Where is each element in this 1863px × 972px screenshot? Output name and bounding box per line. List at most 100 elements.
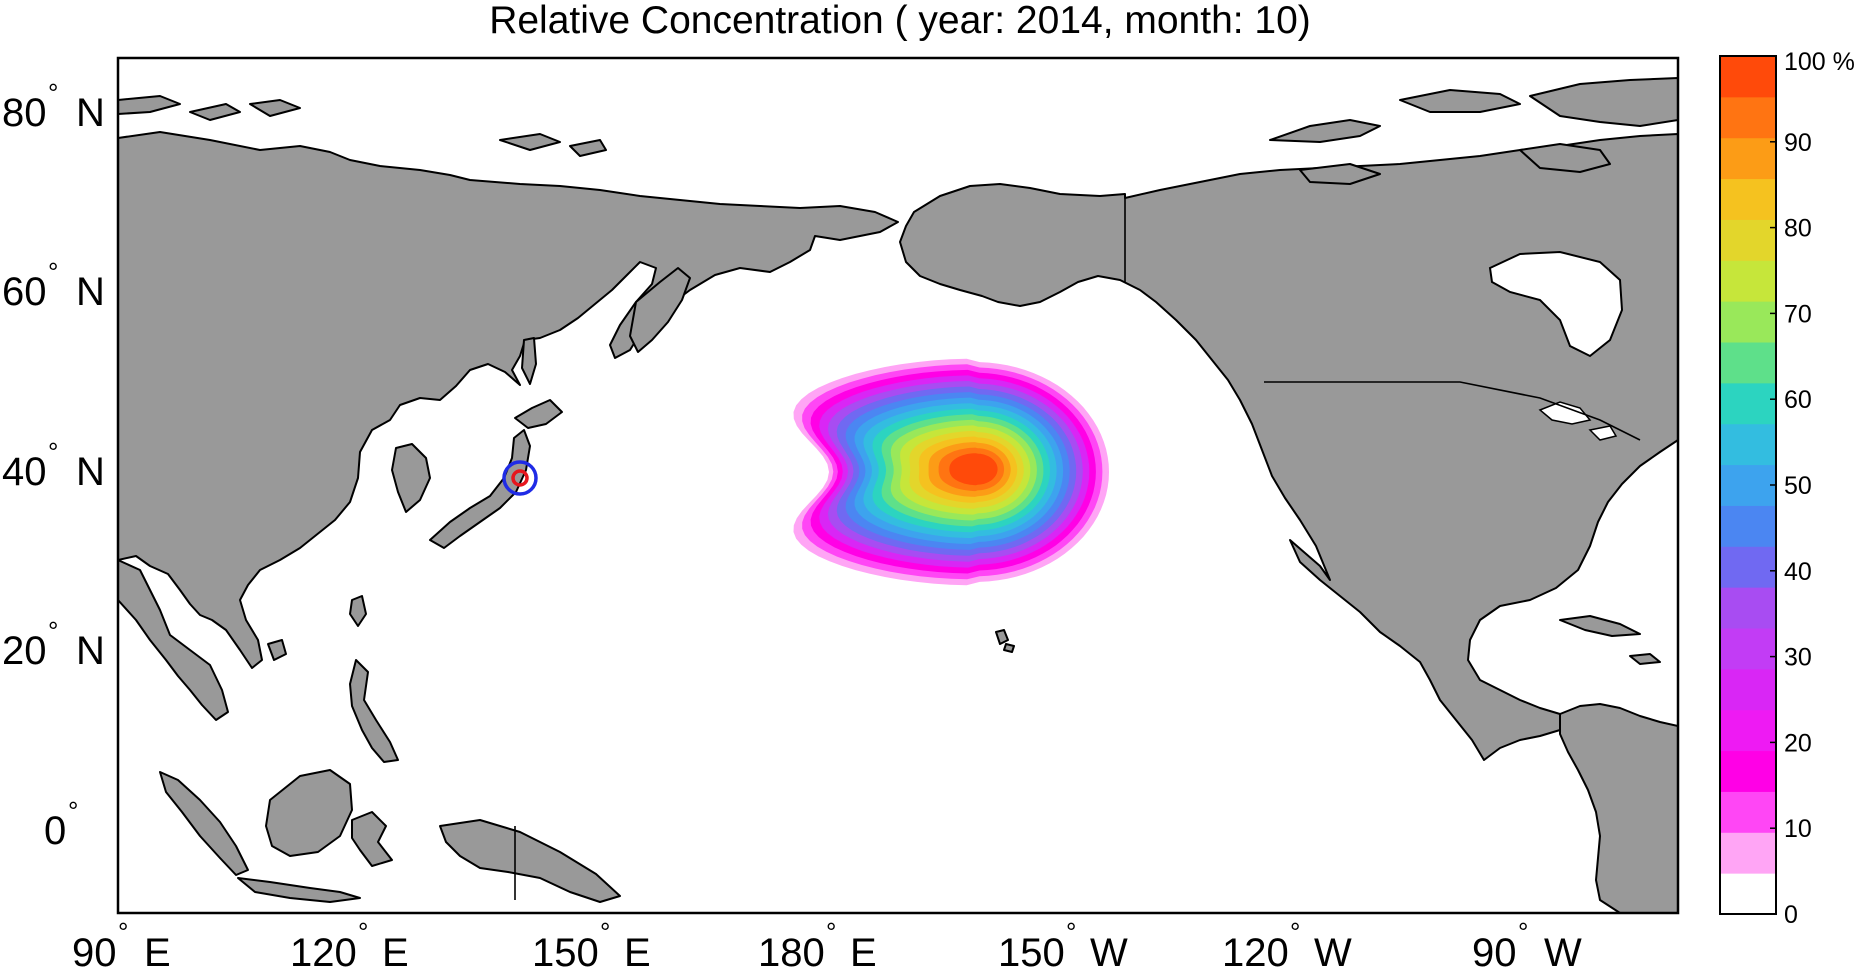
colorbar-band — [1720, 423, 1776, 466]
colorbar-band — [1720, 873, 1776, 915]
colorbar-band — [1720, 750, 1776, 792]
degree-symbol: ° — [1066, 917, 1076, 947]
svg-text:E: E — [144, 931, 171, 972]
landmass-korea — [391, 443, 431, 513]
colorbar-band — [1720, 301, 1776, 343]
svg-text:90: 90 — [1472, 931, 1517, 972]
lat-label-80n: 80 ° N — [2, 78, 105, 135]
source-marker-inner-ring — [511, 469, 529, 487]
source-marker — [502, 460, 538, 496]
lon-label-90w: 90 ° W — [1472, 917, 1582, 972]
colorbar-band — [1720, 628, 1776, 670]
colorbar-band — [1720, 137, 1776, 180]
colorbar-band — [1720, 178, 1776, 220]
landmass-new-guinea — [439, 819, 621, 903]
lon-label-120e: 120 ° E — [290, 917, 409, 972]
svg-text:N: N — [76, 450, 105, 494]
landmass-sulawesi — [351, 811, 393, 867]
concentration-plume — [793, 358, 1109, 586]
degree-symbol: ° — [48, 257, 58, 287]
colorbar-band — [1720, 709, 1776, 752]
landmass-borneo — [265, 769, 353, 857]
landmass-japan-honshu — [429, 429, 531, 549]
colorbar-band — [1720, 464, 1776, 506]
colorbar-band — [1720, 219, 1776, 261]
svg-text:150: 150 — [532, 931, 599, 972]
map-frame — [116, 56, 1680, 915]
lon-label-180e: 180 ° E — [758, 917, 877, 972]
latitude-labels: 80 ° N 60 ° N 40 ° N 20 ° N 0 ° — [2, 78, 105, 853]
degree-symbol: ° — [1518, 917, 1528, 947]
svg-text:150: 150 — [998, 931, 1065, 972]
colorbar-label-100: 100 % — [1784, 48, 1855, 76]
colorbar-band — [1720, 505, 1776, 547]
svg-text:20: 20 — [2, 629, 47, 673]
colorbar-band — [1720, 96, 1776, 139]
svg-text:W: W — [1544, 931, 1582, 972]
svg-text:120: 120 — [290, 931, 357, 972]
svg-text:40: 40 — [2, 450, 47, 494]
degree-symbol: ° — [68, 796, 78, 826]
landmass-kamchatka — [629, 267, 691, 353]
landmass-north-america — [899, 133, 1678, 761]
svg-text:60: 60 — [2, 270, 47, 314]
great-lakes — [1538, 401, 1618, 441]
degree-symbol: ° — [118, 917, 128, 947]
colorbar-band — [1720, 791, 1776, 833]
colorbar-label-0: 0 — [1784, 901, 1798, 929]
landmass-hawaii — [995, 629, 1015, 653]
map-area — [116, 56, 1680, 915]
colorbar: 100 % 90 80 70 60 50 40 30 20 10 0 — [1719, 48, 1855, 929]
lon-label-150e: 150 ° E — [532, 917, 651, 972]
colorbar-label-90: 90 — [1784, 129, 1812, 157]
border-us-canada — [1264, 381, 1641, 441]
lon-label-90e: 90 ° E — [72, 917, 171, 972]
landmass-philippines — [349, 659, 399, 763]
landmass-taiwan — [349, 595, 367, 627]
hudson-bay — [1488, 250, 1624, 358]
svg-text:E: E — [850, 931, 877, 972]
landmass-arctic-islands-america — [1269, 77, 1678, 185]
degree-symbol: ° — [600, 917, 610, 947]
colorbar-labels: 90 80 70 60 50 40 30 20 10 0 — [1784, 129, 1812, 929]
landmass-hainan — [267, 639, 287, 661]
landmass-sakhalin — [521, 337, 537, 385]
colorbar-label-10: 10 — [1784, 815, 1812, 843]
colorbar-label-20: 20 — [1784, 729, 1812, 757]
landmass-south-america — [1559, 703, 1678, 913]
svg-text:N: N — [76, 270, 105, 314]
landmass-asia — [118, 131, 899, 669]
degree-symbol: ° — [1290, 917, 1300, 947]
lat-label-40n: 40 ° N — [2, 437, 105, 494]
degree-symbol: ° — [48, 78, 58, 108]
landmass-caribbean — [1559, 615, 1661, 665]
plume-contour-band — [949, 453, 998, 486]
colorbar-band — [1720, 56, 1776, 98]
lat-label-0: 0 ° — [44, 796, 78, 853]
colorbar-label-30: 30 — [1784, 644, 1812, 672]
colorbar-swatches — [1720, 56, 1776, 915]
colorbar-band — [1720, 668, 1776, 711]
degree-symbol: ° — [48, 616, 58, 646]
svg-text:W: W — [1314, 931, 1352, 972]
svg-text:N: N — [76, 91, 105, 135]
colorbar-label-60: 60 — [1784, 386, 1812, 414]
colorbar-band — [1720, 546, 1776, 588]
svg-text:180: 180 — [758, 931, 825, 972]
degree-symbol: ° — [358, 917, 368, 947]
landmass-sumatra — [159, 771, 249, 876]
colorbar-band — [1720, 382, 1776, 425]
degree-symbol: ° — [48, 437, 58, 467]
svg-text:N: N — [76, 629, 105, 673]
colorbar-label-80: 80 — [1784, 215, 1812, 243]
colorbar-band — [1720, 587, 1776, 629]
svg-text:W: W — [1090, 931, 1128, 972]
landmass-arctic-islands-asia — [118, 95, 607, 157]
longitude-labels: 90 ° E 120 ° E 150 ° E 180 ° E 150 ° W 1… — [72, 917, 1582, 972]
colorbar-label-50: 50 — [1784, 472, 1812, 500]
lat-label-60n: 60 ° N — [2, 257, 105, 314]
lon-label-120w: 120 ° W — [1222, 917, 1352, 972]
svg-text:E: E — [624, 931, 651, 972]
svg-text:90: 90 — [72, 931, 117, 972]
landmass-indochina — [118, 559, 229, 721]
